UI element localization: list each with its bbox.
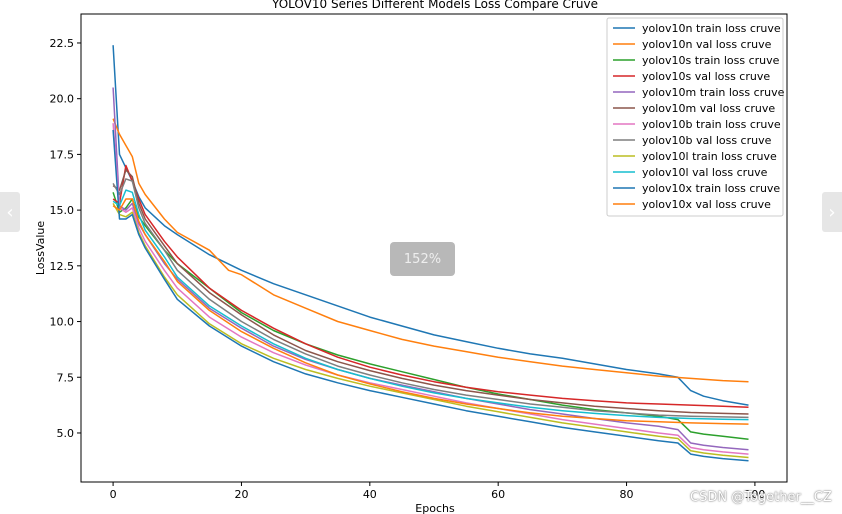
x-tick-label: 40 <box>363 488 377 501</box>
y-tick-label: 20.0 <box>50 93 75 106</box>
legend-label: yolov10b val loss cruve <box>642 134 772 147</box>
legend-label: yolov10s val loss cruve <box>642 70 770 83</box>
chevron-left-icon: ‹ <box>6 201 14 223</box>
x-tick-label: 100 <box>744 488 765 501</box>
x-tick-label: 0 <box>110 488 117 501</box>
legend-label: yolov10l val loss cruve <box>642 166 768 179</box>
series-line-yolov10x-train-loss-cruve <box>112 129 749 462</box>
legend-label: yolov10m train loss cruve <box>642 86 785 99</box>
legend-label: yolov10m val loss cruve <box>642 102 775 115</box>
x-axis-label: Epochs <box>415 502 455 514</box>
axes: 0 20 40 60 80 100 5.0 7.5 10.0 12.5 15.0 17.5 20.0 22… <box>50 13 788 501</box>
x-tick-label: 60 <box>491 488 505 501</box>
series-line-yolov10n-val-loss-cruve <box>112 118 749 383</box>
y-tick-label: 22.5 <box>50 37 75 50</box>
y-tick-label: 10.0 <box>50 316 75 329</box>
legend-label: yolov10s train loss cruve <box>642 54 780 67</box>
legend-label: yolov10x train loss cruve <box>642 182 780 195</box>
previous-image-button[interactable]: ‹ <box>0 192 20 232</box>
legend-label: yolov10b train loss cruve <box>642 118 781 131</box>
legend-box <box>606 17 784 217</box>
chart-title: YOLOV10 Series Different Models Loss Com… <box>271 0 598 11</box>
legend-label: yolov10n val loss cruve <box>642 38 772 51</box>
y-axis-label: LossValue <box>34 221 47 276</box>
series-line-yolov10m-val-loss-cruve <box>112 169 749 415</box>
y-tick-label: 5.0 <box>57 427 75 440</box>
x-tick-label: 80 <box>620 488 634 501</box>
chevron-right-icon: › <box>828 201 836 223</box>
series-line-yolov10x-val-loss-cruve <box>112 198 749 425</box>
series-line-yolov10b-val-loss-cruve <box>112 178 749 419</box>
zoom-level-badge: 152% <box>390 242 455 276</box>
legend-label: yolov10x val loss cruve <box>642 198 771 211</box>
legend-label: yolov10l train loss cruve <box>642 150 777 163</box>
y-tick-label: 17.5 <box>50 148 75 161</box>
x-tick-label: 20 <box>234 488 248 501</box>
series-line-yolov10s-val-loss-cruve <box>112 164 749 409</box>
series-line-yolov10n-train-loss-cruve <box>112 45 749 406</box>
next-image-button[interactable]: › <box>822 192 842 232</box>
y-tick-label: 12.5 <box>50 260 75 273</box>
plot-area <box>112 45 749 462</box>
series-line-yolov10l-val-loss-cruve <box>112 189 749 421</box>
y-tick-label: 15.0 <box>50 204 75 217</box>
plot-frame <box>80 13 788 483</box>
series-line-yolov10b-train-loss-cruve <box>112 123 749 455</box>
series-line-yolov10l-train-loss-cruve <box>112 203 749 459</box>
legend-label: yolov10n train loss cruve <box>642 22 781 35</box>
watermark: CSDN @Together__CZ <box>690 490 832 505</box>
chart-legend: yolov10n train loss cruve yolov10n val lo… <box>606 17 785 217</box>
y-tick-label: 7.5 <box>57 371 75 384</box>
